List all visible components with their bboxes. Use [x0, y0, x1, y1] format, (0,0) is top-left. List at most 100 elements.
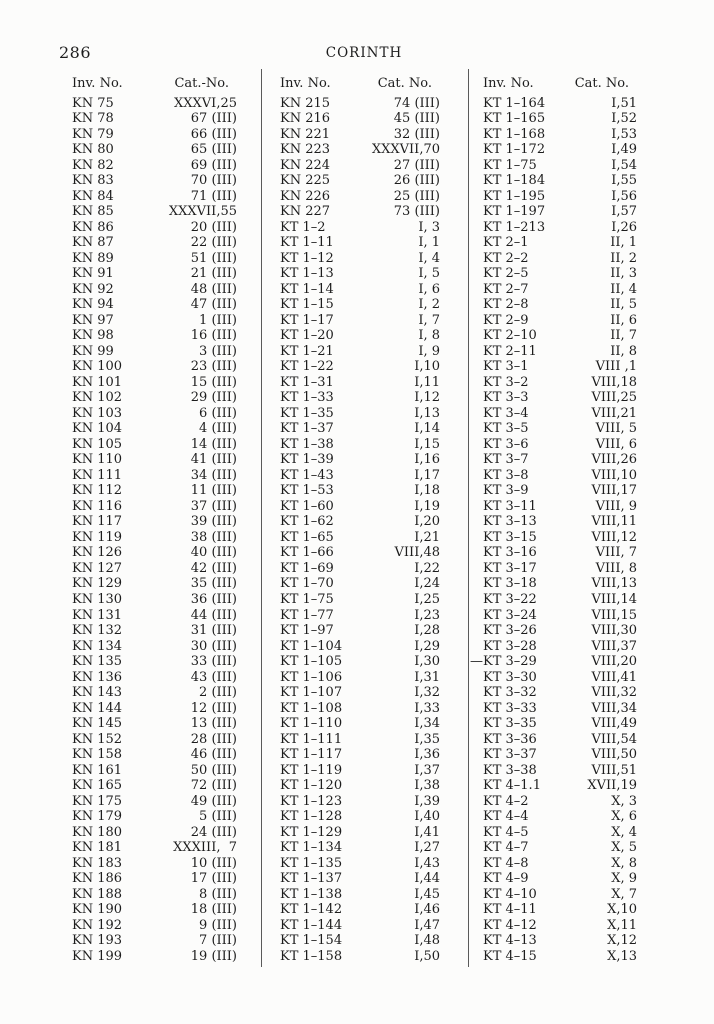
table-row: KT 3–16 VIII, 7	[483, 545, 637, 561]
table-row: KN 127 42 (III)	[72, 561, 237, 577]
table-row: KT 3–33 VIII,34	[483, 701, 637, 717]
cat-no-header: Cat. No.	[377, 76, 432, 91]
cat-no-cell: II, 7	[610, 328, 637, 344]
table-row: KT 1–75 I,25	[280, 592, 440, 608]
inv-no-cell: KT 1–213	[483, 219, 546, 235]
inv-no-cell: KT 3–16	[483, 545, 537, 561]
cat-no-cell: 34 (III)	[190, 467, 237, 483]
cat-no-cell: 11 (III)	[190, 483, 237, 499]
inv-no-cell: KT 2–11	[483, 343, 537, 359]
table-row: KT 1–134 I,27	[280, 840, 440, 856]
table-row: KT 3–1 VIII ,1	[483, 359, 637, 375]
cat-no-cell: VIII, 6	[595, 436, 637, 452]
table-row: KN 104 4 (III)	[72, 421, 237, 437]
cat-no-cell: I, 8	[418, 328, 440, 344]
cat-no-cell: VIII,12	[591, 529, 637, 545]
cat-no-cell: X, 9	[611, 871, 637, 887]
table-row: KT 1–111 I,35	[280, 732, 440, 748]
table-row: KT 1–65 I,21	[280, 530, 440, 546]
inv-no-cell: KT 4–11	[483, 902, 537, 918]
table-row: KT 2–9 II, 6	[483, 313, 637, 329]
table-row: —KT 3–29 VIII,20	[470, 654, 637, 670]
inv-no-cell: KN 190	[72, 902, 123, 918]
cat-no-cell: I,29	[414, 638, 440, 654]
inv-no-cell: KN 86	[72, 219, 114, 235]
table-row: KT 1–43 I,17	[280, 468, 440, 484]
inv-no-cell: KN 102	[72, 390, 123, 406]
cat-no-cell: I,34	[414, 716, 440, 732]
inv-no-cell: KT 1–119	[280, 762, 343, 778]
cat-no-cell: X,10	[607, 902, 637, 918]
table-row: KN 199 19 (III)	[72, 949, 237, 965]
cat-no-cell: II, 4	[610, 281, 637, 297]
inv-no-cell: KN 181	[72, 840, 123, 856]
table-row: KT 3–2 VIII,18	[483, 375, 637, 391]
inv-no-cell: KN 89	[72, 250, 114, 266]
cat-no-cell: 29 (III)	[190, 390, 237, 406]
cat-no-cell: X,11	[607, 917, 637, 933]
inv-no-cell: KN 111	[72, 467, 123, 483]
cat-no-cell: VIII,17	[591, 483, 637, 499]
inv-no-cell: KT 3–11	[483, 498, 537, 514]
inv-no-cell: KT 1–35	[280, 405, 334, 421]
table-row: KT 4–1.1 XVII,19	[483, 778, 637, 794]
inv-no-cell: KN 192	[72, 917, 123, 933]
cat-no-cell: I,26	[611, 219, 637, 235]
cat-no-cell: 74 (III)	[393, 95, 440, 111]
inv-no-cell: KT 4–4	[483, 809, 529, 825]
table-row: KT 4–13 X,12	[483, 933, 637, 949]
cat-no-cell: VIII,20	[591, 654, 637, 670]
table-row: KT 1–35 I,13	[280, 406, 440, 422]
inv-no-cell: KT 1–158	[280, 948, 343, 964]
table-row: KN 102 29 (III)	[72, 390, 237, 406]
table-row: KT 1–105 I,30	[280, 654, 440, 670]
inv-no-cell: KT 1–43	[280, 467, 334, 483]
inv-no-cell: KN 199	[72, 948, 123, 964]
cat-no-cell: I,22	[414, 560, 440, 576]
table-row: KT 3–3 VIII,25	[483, 390, 637, 406]
cat-no-cell: I,45	[414, 886, 440, 902]
cat-no-cell: 67 (III)	[190, 111, 237, 127]
table-row: KT 1–97 I,28	[280, 623, 440, 639]
table-row: KT 1–104 I,29	[280, 639, 440, 655]
cat-no-cell: I,47	[414, 917, 440, 933]
inv-no-cell: KN 80	[72, 142, 114, 158]
cat-no-cell: I,15	[414, 436, 440, 452]
table-row: KT 3–15 VIII,12	[483, 530, 637, 546]
cat-no-cell: 66 (III)	[190, 126, 237, 142]
inv-no-cell: KT 2–2	[483, 250, 529, 266]
cat-no-cell: 18 (III)	[190, 902, 237, 918]
cat-no-cell: I,33	[414, 700, 440, 716]
table-row: KN 175 49 (III)	[72, 794, 237, 810]
table-row: KN 186 17 (III)	[72, 871, 237, 887]
table-row: KN 89 51 (III)	[72, 251, 237, 267]
inv-no-cell: KN 144	[72, 700, 123, 716]
cat-no-cell: 32 (III)	[393, 126, 440, 142]
cat-no-cell: 65 (III)	[190, 142, 237, 158]
table-row: KN 134 30 (III)	[72, 639, 237, 655]
cat-no-cell: 43 (III)	[190, 669, 237, 685]
table-column-group-3: Inv. No. Cat. No. KT 1–164 I,51 KT 1–165 I,…	[470, 76, 637, 964]
table-column-group-2: Inv. No. Cat. No. KN 215 74 (III) KN 216 45…	[280, 76, 440, 964]
inv-no-cell: KT 1–197	[483, 204, 546, 220]
inv-no-cell: KT 3–15	[483, 529, 537, 545]
inv-no-cell: KT 1–75	[280, 592, 334, 607]
table-row: KT 1–195 I,56	[483, 189, 637, 205]
inv-no-cell: KN 216	[280, 111, 331, 127]
inv-no-cell: KN 186	[72, 871, 123, 887]
inv-no-cell: KT 1–137	[280, 871, 343, 887]
cat-no-cell: X, 8	[611, 855, 637, 871]
table-row: KT 3–28 VIII,37	[483, 639, 637, 655]
inv-no-cell: KT 3–30	[483, 669, 537, 685]
inv-no-cell: KN 227	[280, 204, 331, 220]
inv-no-cell: KT 3–26	[483, 623, 537, 639]
inv-no-cell: KT 1–12	[280, 250, 334, 266]
cat-no-cell: XXXVII,70	[371, 142, 440, 158]
table-row: KT 4–5 X, 4	[483, 825, 637, 841]
inv-no-cell: KN 175	[72, 793, 123, 809]
inv-no-cell: KN 116	[72, 498, 123, 514]
table-row: KN 80 65 (III)	[72, 142, 237, 158]
cat-no-cell: I,50	[414, 948, 440, 964]
cat-no-cell: 19 (III)	[190, 948, 237, 964]
table-row: KN 192 9 (III)	[72, 918, 237, 934]
